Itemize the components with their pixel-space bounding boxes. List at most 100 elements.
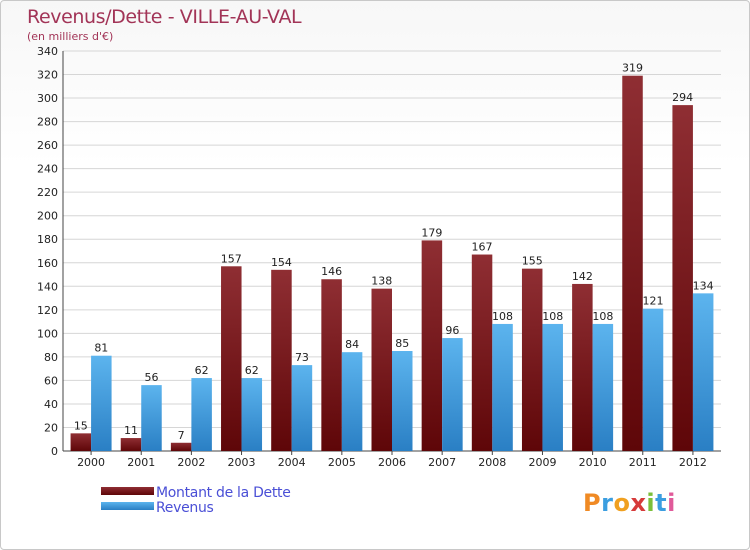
data-label-revenus: 84 [345, 338, 359, 351]
bar-dette [471, 254, 493, 451]
legend-label-dette: Montant de la Dette [156, 485, 291, 501]
data-label-revenus: 73 [295, 351, 309, 364]
data-label-dette: 319 [622, 62, 643, 75]
data-label-dette: 179 [421, 226, 442, 239]
logo-letter: x [630, 489, 647, 517]
bar-dette [371, 288, 392, 451]
bar-dette [120, 438, 142, 451]
proxiti-logo: Proxiti [583, 489, 676, 517]
bar-dette [672, 105, 693, 451]
y-tick-label: 140 [37, 280, 58, 293]
data-labels: 15 81 11 56 7 62 157 62 154 73 146 84 138 85 179 96 167 1… [74, 62, 714, 442]
y-tick-label: 260 [37, 139, 58, 152]
data-label-revenus: 134 [693, 279, 714, 292]
y-tick-label: 20 [44, 421, 58, 434]
bar-revenus [341, 352, 363, 451]
data-label-revenus: 121 [643, 295, 664, 308]
y-tick-label: 280 [37, 116, 58, 129]
data-label-dette: 7 [178, 429, 185, 442]
bar-dette [521, 268, 543, 451]
axes: 0 20 40 60 80 100 120 140 160 180 200 220 240 260 280 3… [37, 45, 721, 469]
bar-revenus [542, 323, 563, 451]
x-tick-label: 2002 [177, 456, 205, 469]
chart-title: Revenus/Dette - VILLE-AU-VAL [27, 6, 302, 28]
data-label-dette: 294 [672, 91, 693, 104]
data-label-revenus: 56 [144, 371, 158, 384]
bar-dette [321, 279, 342, 451]
x-tick-label: 2005 [328, 456, 356, 469]
data-label-revenus: 108 [592, 310, 613, 323]
logo-letter: P [583, 489, 602, 517]
x-tick-label: 2006 [378, 456, 406, 469]
bar-dette [170, 442, 192, 451]
legend-swatch-revenus [101, 502, 154, 510]
bar-revenus [241, 378, 263, 451]
y-tick-label: 180 [37, 233, 58, 246]
chart-subtitle: (en milliers d'€) [27, 30, 114, 43]
y-tick-label: 100 [37, 327, 58, 340]
data-label-dette: 167 [472, 241, 493, 254]
logo-letter: i [646, 489, 656, 517]
data-label-dette: 155 [522, 255, 543, 268]
data-label-revenus: 96 [445, 324, 459, 337]
bar-dette [622, 75, 643, 452]
legend-label-revenus: Revenus [156, 500, 214, 516]
y-tick-label: 200 [37, 210, 58, 223]
logo-letter: r [601, 489, 614, 517]
y-tick-label: 300 [37, 92, 58, 105]
legend-swatch-dette [101, 487, 154, 495]
logo-letter: i [667, 489, 676, 517]
x-tick-label: 2011 [629, 456, 657, 469]
x-tick-label: 2004 [278, 456, 306, 469]
bar-dette [70, 433, 92, 451]
x-tick-label: 2008 [478, 456, 506, 469]
y-tick-label: 340 [37, 45, 58, 58]
y-tick-label: 60 [44, 374, 58, 387]
data-label-dette: 15 [74, 419, 88, 432]
bar-revenus [191, 378, 212, 451]
data-label-revenus: 108 [542, 310, 563, 323]
bar-revenus [291, 365, 313, 451]
data-label-revenus: 62 [245, 364, 259, 377]
data-label-revenus: 62 [195, 364, 209, 377]
x-tick-label: 2001 [127, 456, 155, 469]
y-tick-label: 160 [37, 257, 58, 270]
bar-revenus [492, 323, 513, 451]
bar-revenus [392, 351, 413, 451]
y-tick-label: 120 [37, 304, 58, 317]
data-label-dette: 11 [124, 424, 138, 437]
logo-letter: o [613, 489, 631, 517]
data-label-revenus: 108 [492, 310, 513, 323]
y-tick-label: 40 [44, 398, 58, 411]
y-tick-label: 320 [37, 69, 58, 82]
x-tick-label: 2012 [679, 456, 707, 469]
bars [70, 75, 714, 452]
data-label-dette: 138 [371, 275, 392, 288]
x-tick-label: 2010 [579, 456, 607, 469]
y-tick-label: 240 [37, 163, 58, 176]
x-tick-label: 2007 [428, 456, 456, 469]
bar-revenus [442, 338, 463, 451]
y-tick-label: 80 [44, 351, 58, 364]
bar-revenus [91, 355, 112, 451]
bar-dette [421, 240, 443, 451]
bar-revenus [592, 323, 614, 451]
data-label-revenus: 85 [395, 337, 409, 350]
bar-revenus [141, 385, 162, 451]
bar-dette [221, 266, 242, 451]
data-label-revenus: 81 [94, 342, 108, 355]
bar-revenus [642, 308, 664, 451]
x-tick-label: 2009 [528, 456, 556, 469]
bar-dette [271, 269, 292, 451]
data-label-dette: 154 [271, 256, 292, 269]
data-label-dette: 142 [572, 270, 593, 283]
y-tick-label: 220 [37, 186, 58, 199]
x-tick-label: 2003 [228, 456, 256, 469]
data-label-dette: 157 [221, 252, 242, 265]
bar-revenus [692, 293, 714, 451]
logo-letter: t [655, 489, 668, 517]
x-tick-label: 2000 [77, 456, 105, 469]
bar-dette [572, 283, 593, 451]
